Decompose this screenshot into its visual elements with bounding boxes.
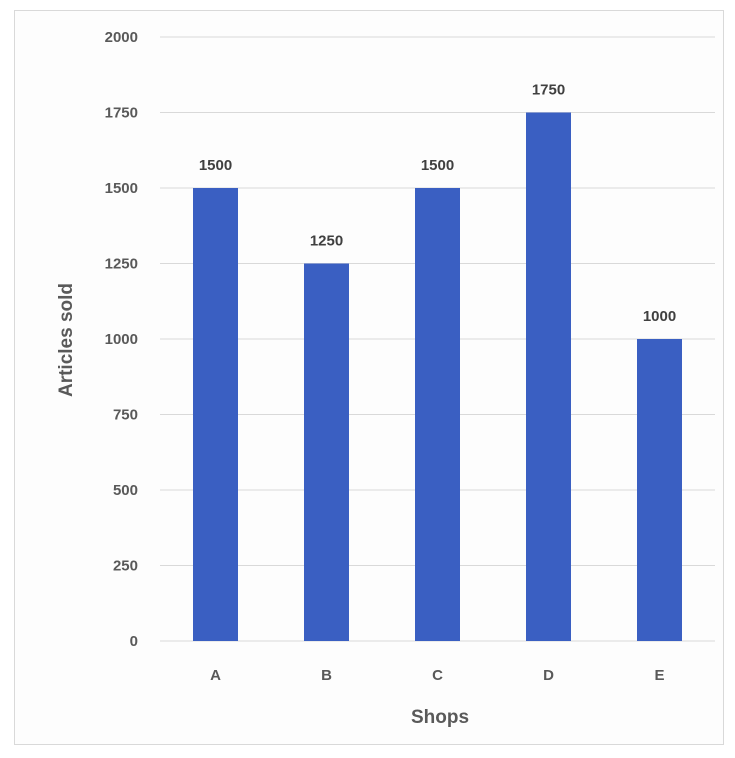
y-tick-label: 1000 [105,331,138,348]
y-tick-label: 1500 [105,180,138,197]
x-tick-label: A [210,667,221,684]
data-label-a: 1500 [199,157,232,174]
bar-a [193,188,238,641]
bar-b [304,264,349,642]
y-tick-label: 0 [130,633,138,650]
y-axis-ticks: 0 250 500 750 1000 1250 1500 1750 2000 [105,29,138,650]
x-tick-label: E [654,667,664,684]
data-label-e: 1000 [643,308,676,325]
y-tick-label: 750 [113,407,138,424]
bar-e [637,339,682,641]
bars [193,113,682,642]
x-tick-label: C [432,667,443,684]
x-tick-label: B [321,667,332,684]
x-axis-ticks: A B C D E [210,667,664,684]
y-tick-label: 1750 [105,105,138,122]
y-tick-label: 1250 [105,256,138,273]
data-label-b: 1250 [310,233,343,250]
y-tick-label: 2000 [105,29,138,46]
y-tick-label: 500 [113,482,138,499]
bar-d [526,113,571,642]
data-label-d: 1750 [532,82,565,99]
y-axis-title: Articles sold [56,283,77,397]
x-axis-title: Shops [411,707,469,728]
y-tick-label: 250 [113,558,138,575]
x-tick-label: D [543,667,554,684]
bar-c [415,188,460,641]
data-label-c: 1500 [421,157,454,174]
